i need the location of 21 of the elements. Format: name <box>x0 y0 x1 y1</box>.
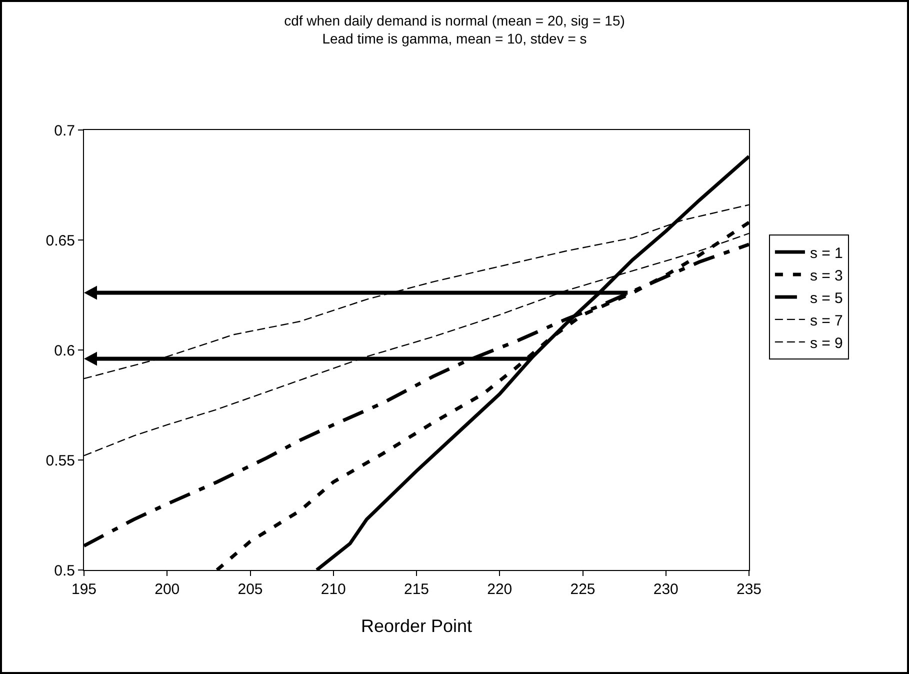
x-tick-label: 210 <box>320 581 346 598</box>
x-tick-label: 235 <box>736 581 762 598</box>
x-tick-label: 195 <box>71 581 97 598</box>
legend-label: s = 9 <box>810 334 843 352</box>
x-tick-label: 215 <box>404 581 430 598</box>
x-axis-title: Reorder Point <box>360 616 472 636</box>
legend-label: s = 1 <box>810 244 843 262</box>
legend-label: s = 7 <box>810 312 843 330</box>
y-tick-label: 0.65 <box>46 232 75 250</box>
chart-title: cdf when daily demand is normal (mean = 20, sig = 15) Lead time is gamma, mean = 10, stdev = s <box>284 12 625 47</box>
y-tick-label: 0.7 <box>54 122 75 140</box>
x-tick-label: 225 <box>570 581 596 598</box>
y-tick-label: 0.5 <box>54 562 75 580</box>
x-tick-label: 200 <box>154 581 180 598</box>
y-tick-label: 0.55 <box>46 452 75 470</box>
x-tick-label: 220 <box>487 581 512 598</box>
x-tick-label: 230 <box>653 581 678 598</box>
y-tick-label: 0.6 <box>54 342 75 360</box>
legend-label: s = 5 <box>810 290 843 307</box>
x-tick-label: 205 <box>238 581 263 598</box>
legend-label: s = 3 <box>810 267 843 284</box>
